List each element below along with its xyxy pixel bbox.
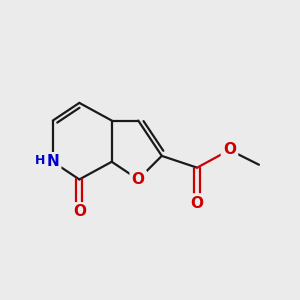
Text: O: O <box>190 196 204 211</box>
Text: H: H <box>35 154 46 167</box>
Text: O: O <box>73 204 86 219</box>
Text: O: O <box>132 172 145 187</box>
Text: N: N <box>46 154 59 169</box>
Text: O: O <box>223 142 236 158</box>
